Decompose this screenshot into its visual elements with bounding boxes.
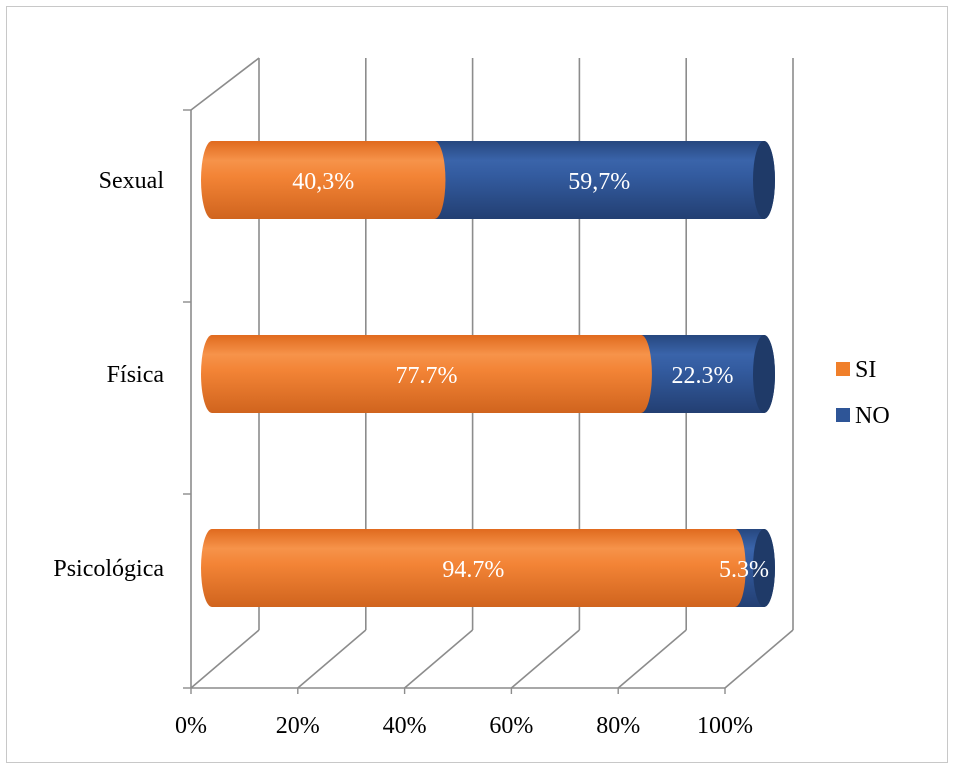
bar-segment-no — [423, 141, 775, 219]
gridline-floor — [510, 629, 580, 689]
x-tick-label: 60% — [489, 713, 533, 739]
data-label-si: 77.7% — [395, 363, 457, 389]
category-label: Psicológica — [53, 556, 164, 582]
legend-swatch-si — [836, 362, 850, 376]
bar-segment-si — [201, 141, 446, 219]
side-wall-top — [190, 57, 260, 111]
chart-frame — [6, 6, 948, 763]
gridline-floor — [404, 629, 474, 689]
bar-segment-si — [201, 529, 746, 607]
legend-swatch-no — [836, 408, 850, 422]
gridline-floor — [297, 629, 367, 689]
x-tick-label: 80% — [596, 713, 640, 739]
data-label-si: 40,3% — [292, 169, 354, 195]
bar-end-cap — [753, 335, 775, 413]
bar-end-cap — [753, 529, 775, 607]
gridline-floor — [190, 629, 260, 689]
data-label-no: 5.3% — [719, 557, 769, 583]
bar-segment-si — [201, 335, 652, 413]
gridline-floor — [617, 629, 687, 689]
category-label: Sexual — [99, 168, 165, 194]
bar-segment-no — [629, 335, 775, 413]
bar-end-cap — [753, 141, 775, 219]
x-tick-label: 0% — [175, 713, 207, 739]
data-label-si: 94.7% — [442, 557, 504, 583]
data-label-no: 22.3% — [671, 363, 733, 389]
x-tick-label: 40% — [383, 713, 427, 739]
data-label-no: 59,7% — [568, 169, 630, 195]
gridline-floor — [724, 629, 794, 689]
x-tick-label: 100% — [697, 713, 753, 739]
x-tick-label: 20% — [276, 713, 320, 739]
legend-label-si: SI — [855, 357, 876, 383]
category-label: Física — [107, 362, 165, 388]
legend-label-no: NO — [855, 403, 890, 429]
